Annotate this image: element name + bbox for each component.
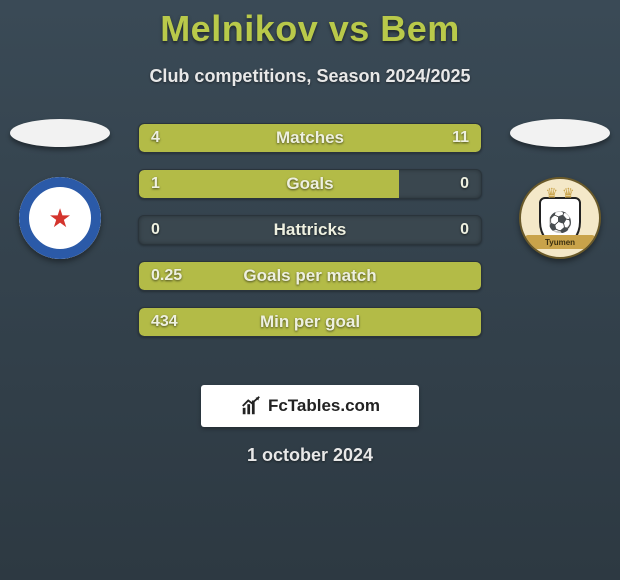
ball-icon: ⚽: [548, 210, 573, 235]
left-club-logo: ★: [19, 177, 101, 259]
left-player-column: ★: [0, 115, 120, 259]
stat-value-right: 0: [460, 170, 469, 198]
stat-label: Hattricks: [139, 216, 481, 244]
stats-bars: 4Matches111Goals00Hattricks00.25Goals pe…: [138, 123, 482, 353]
date-label: 1 october 2024: [0, 445, 620, 466]
page-title: Melnikov vs Bem: [0, 0, 620, 50]
stat-row: 0Hattricks0: [138, 215, 482, 245]
stat-label: Goals per match: [139, 262, 481, 290]
club-ribbon: Tyumen: [525, 235, 595, 249]
stat-value-right: 0: [460, 216, 469, 244]
stat-label: Matches: [139, 124, 481, 152]
crown-icon: ♛ ♛: [546, 185, 575, 202]
subtitle: Club competitions, Season 2024/2025: [0, 66, 620, 87]
comparison-panel: ★ ♛ ♛ ⚽ Tyumen 4Matches111Goals00Hattric…: [0, 115, 620, 375]
stat-label: Goals: [139, 170, 481, 198]
brand-badge[interactable]: FcTables.com: [201, 385, 419, 427]
stat-row: 1Goals0: [138, 169, 482, 199]
star-icon: ★: [48, 205, 71, 231]
stat-label: Min per goal: [139, 308, 481, 336]
right-player-column: ♛ ♛ ⚽ Tyumen: [500, 115, 620, 259]
right-club-logo: ♛ ♛ ⚽ Tyumen: [519, 177, 601, 259]
chart-icon: [240, 395, 262, 417]
right-flag: [510, 119, 610, 147]
stat-value-right: 11: [452, 124, 469, 152]
stat-row: 0.25Goals per match: [138, 261, 482, 291]
left-flag: [10, 119, 110, 147]
brand-label: FcTables.com: [268, 396, 380, 416]
stat-row: 4Matches11: [138, 123, 482, 153]
stat-row: 434Min per goal: [138, 307, 482, 337]
